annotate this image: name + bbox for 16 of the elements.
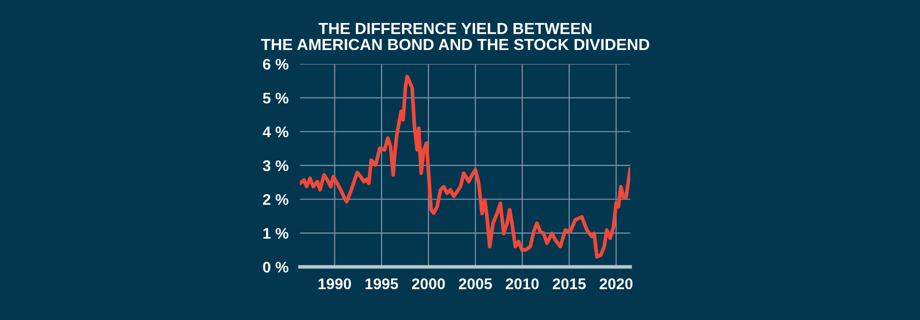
x-tick-label: 2020	[600, 278, 632, 290]
y-tick-label: 0 %	[263, 262, 288, 273]
y-tick-label: 1 %	[263, 228, 288, 239]
y-tick-label: 6 %	[263, 58, 288, 70]
x-tick-label: 2015	[552, 278, 586, 290]
x-tick-label: 1990	[318, 278, 352, 290]
y-tick-label: 4 %	[262, 126, 288, 138]
y-tick-label: 3 %	[262, 160, 288, 172]
x-tick-label: 2010	[506, 278, 539, 290]
x-tick-label: 2005	[458, 278, 492, 290]
x-tick-label: 2000	[412, 278, 445, 290]
y-tick-label: 5 %	[262, 92, 288, 104]
chart-title: THE DIFFERENCE YIELD BETWEEN THE AMERICAN BOND AND THE STOCK DIVIDEND	[261, 22, 650, 50]
line-series	[300, 74, 630, 259]
y-tick-label: 2 %	[263, 194, 288, 205]
x-tick-label: 1995	[366, 278, 398, 290]
